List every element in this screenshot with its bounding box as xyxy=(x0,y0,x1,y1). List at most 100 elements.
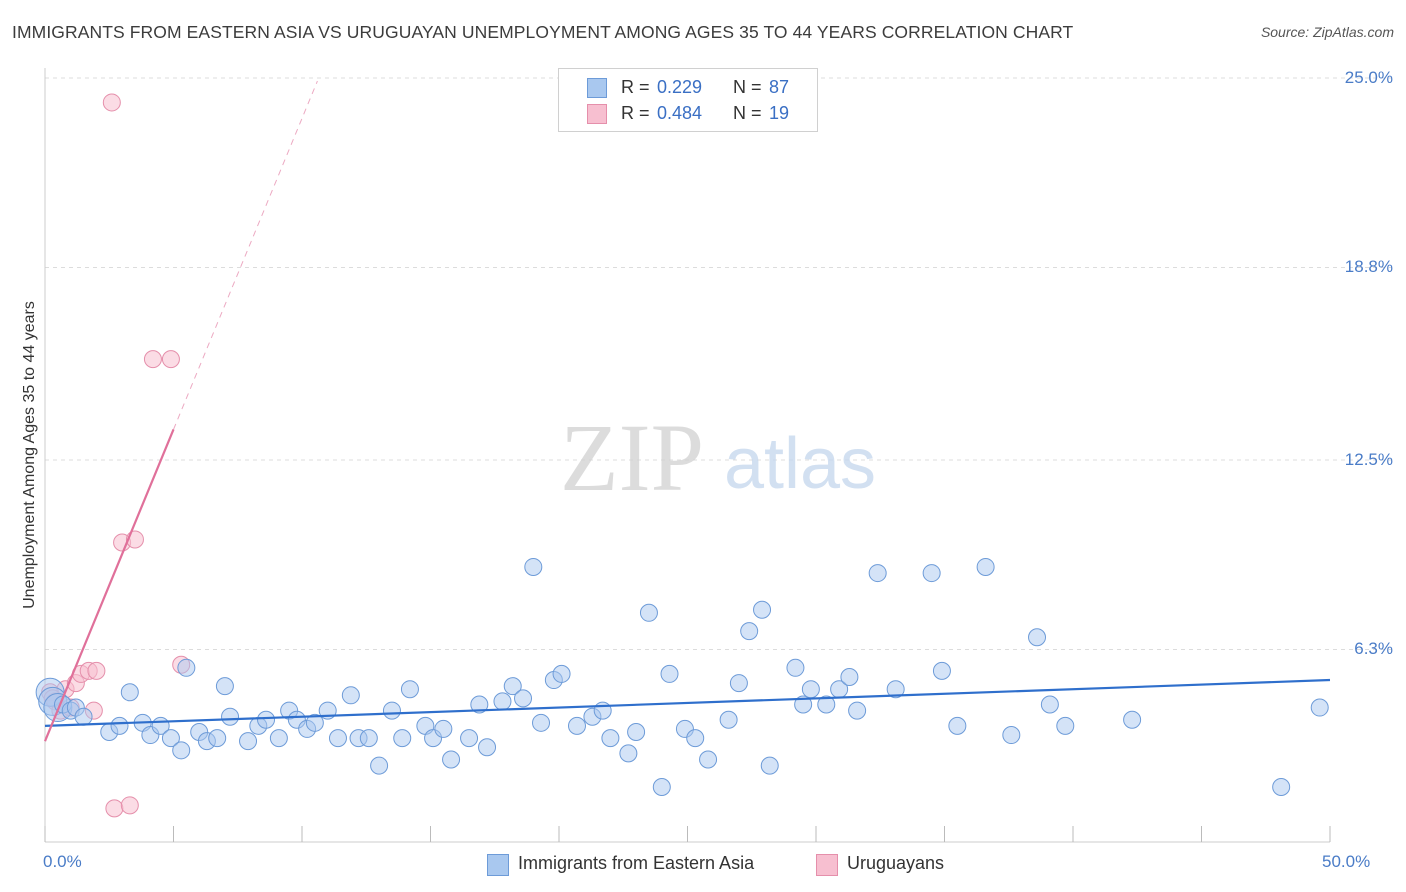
eastern-asia-point xyxy=(794,695,813,714)
eastern-asia-point xyxy=(532,713,551,732)
legend-swatch-blue xyxy=(587,78,607,98)
watermark-zip: ZIP xyxy=(560,404,704,511)
legend-n-value: 87 xyxy=(769,77,790,97)
y-tick-label: 12.5% xyxy=(1344,450,1393,469)
eastern-asia-point xyxy=(619,744,638,763)
grid-lines xyxy=(45,77,1392,650)
legend-r-value: 0.229 xyxy=(657,77,703,97)
eastern-asia-point xyxy=(493,692,512,711)
eastern-asia-point xyxy=(1056,716,1075,735)
eastern-asia-point xyxy=(514,689,533,708)
eastern-asia-point xyxy=(932,661,951,680)
eastern-asia-point xyxy=(460,729,479,748)
eastern-asia-point xyxy=(120,683,139,702)
uruguayans-point xyxy=(105,799,124,818)
eastern-asia-point xyxy=(172,741,191,760)
y-tick-label: 6.3% xyxy=(1354,639,1393,659)
eastern-asia-point xyxy=(359,729,378,748)
bottom-legend-label: Immigrants from Eastern Asia xyxy=(518,853,755,873)
legend-r-label: R = xyxy=(621,77,650,97)
eastern-asia-point xyxy=(601,729,620,748)
bottom-legend-swatch-pink xyxy=(816,854,838,876)
eastern-asia-point xyxy=(886,680,905,699)
watermark-atlas: atlas xyxy=(724,424,876,504)
chart-title: IMMIGRANTS FROM EASTERN ASIA VS URUGUAYA… xyxy=(12,22,1074,42)
eastern-asia-point xyxy=(719,710,738,729)
eastern-asia-point xyxy=(208,729,227,748)
eastern-asia-point xyxy=(786,658,805,677)
eastern-asia-point xyxy=(478,738,497,757)
uruguayans-trend-extension xyxy=(173,80,318,430)
eastern-asia-point xyxy=(699,750,718,769)
eastern-asia-point xyxy=(1123,710,1142,729)
eastern-asia-point xyxy=(393,729,412,748)
eastern-asia-point xyxy=(257,710,276,729)
eastern-asia-point xyxy=(567,716,586,735)
eastern-asia-point xyxy=(627,722,646,741)
eastern-asia-point xyxy=(652,777,671,796)
uruguayans-point xyxy=(120,796,139,815)
eastern-asia-point xyxy=(328,729,347,748)
uruguayans-point xyxy=(102,93,121,112)
eastern-asia-point xyxy=(110,716,129,735)
y-tick-label: 18.8% xyxy=(1344,257,1393,277)
eastern-asia-point xyxy=(976,557,995,576)
eastern-asia-point xyxy=(470,695,489,714)
eastern-asia-point xyxy=(753,600,772,619)
uruguayans-trend-line xyxy=(43,429,175,742)
eastern-asia-point xyxy=(177,658,196,677)
legend-n-label: N = xyxy=(733,103,762,123)
eastern-asia-point xyxy=(552,664,571,683)
eastern-asia-point xyxy=(382,701,401,720)
eastern-asia-point xyxy=(341,686,360,705)
eastern-asia-point xyxy=(948,716,967,735)
uruguayans-point xyxy=(161,350,180,369)
bottom-legend-label: Uruguayans xyxy=(847,853,945,873)
eastern-asia-point xyxy=(442,750,461,769)
eastern-asia-point xyxy=(729,674,748,693)
eastern-asia-trend-line xyxy=(44,678,1331,727)
eastern-asia-point xyxy=(434,719,453,738)
trend-lines xyxy=(43,80,1331,742)
x-tick-min: 0.0% xyxy=(43,852,82,871)
eastern-asia-point xyxy=(400,680,419,699)
eastern-asia-point xyxy=(686,729,705,748)
eastern-asia-point xyxy=(269,729,288,748)
eastern-asia-point xyxy=(161,729,180,748)
eastern-asia-point xyxy=(801,680,820,699)
eastern-asia-point xyxy=(639,603,658,622)
eastern-asia-point xyxy=(524,557,543,576)
legend-r-value: 0.484 xyxy=(657,103,703,123)
uruguayans-point xyxy=(143,350,162,369)
eastern-asia-point xyxy=(760,756,779,775)
legend-r-label: R = xyxy=(621,103,650,123)
eastern-asia-point xyxy=(1028,628,1047,647)
source-credit: Source: ZipAtlas.com xyxy=(1260,24,1394,40)
eastern-asia-point xyxy=(503,677,522,696)
bottom-legend-swatch-blue xyxy=(487,854,509,876)
eastern-asia-point xyxy=(74,707,93,726)
eastern-asia-point xyxy=(740,622,759,641)
eastern-asia-point xyxy=(660,664,679,683)
eastern-asia-point xyxy=(1040,695,1059,714)
legend-n-value: 19 xyxy=(769,103,790,123)
eastern-asia-points xyxy=(35,557,1329,796)
correlation-legend: R = 0.229 N = 87 R = 0.484 N = 19 xyxy=(558,68,818,132)
eastern-asia-point xyxy=(817,695,836,714)
x-tick-max: 50.0% xyxy=(1322,852,1371,871)
eastern-asia-point xyxy=(848,701,867,720)
eastern-asia-point xyxy=(221,707,240,726)
y-tick-label: 25.0% xyxy=(1344,68,1393,87)
legend-n-label: N = xyxy=(733,77,762,97)
eastern-asia-point xyxy=(370,756,389,775)
eastern-asia-point xyxy=(239,732,258,751)
eastern-asia-point xyxy=(1310,698,1329,717)
eastern-asia-point xyxy=(1272,777,1291,796)
legend-swatch-pink xyxy=(587,104,607,124)
eastern-asia-point xyxy=(305,713,324,732)
eastern-asia-point xyxy=(215,677,234,696)
eastern-asia-point xyxy=(840,667,859,686)
eastern-asia-point xyxy=(922,564,941,583)
eastern-asia-point xyxy=(1002,726,1021,745)
